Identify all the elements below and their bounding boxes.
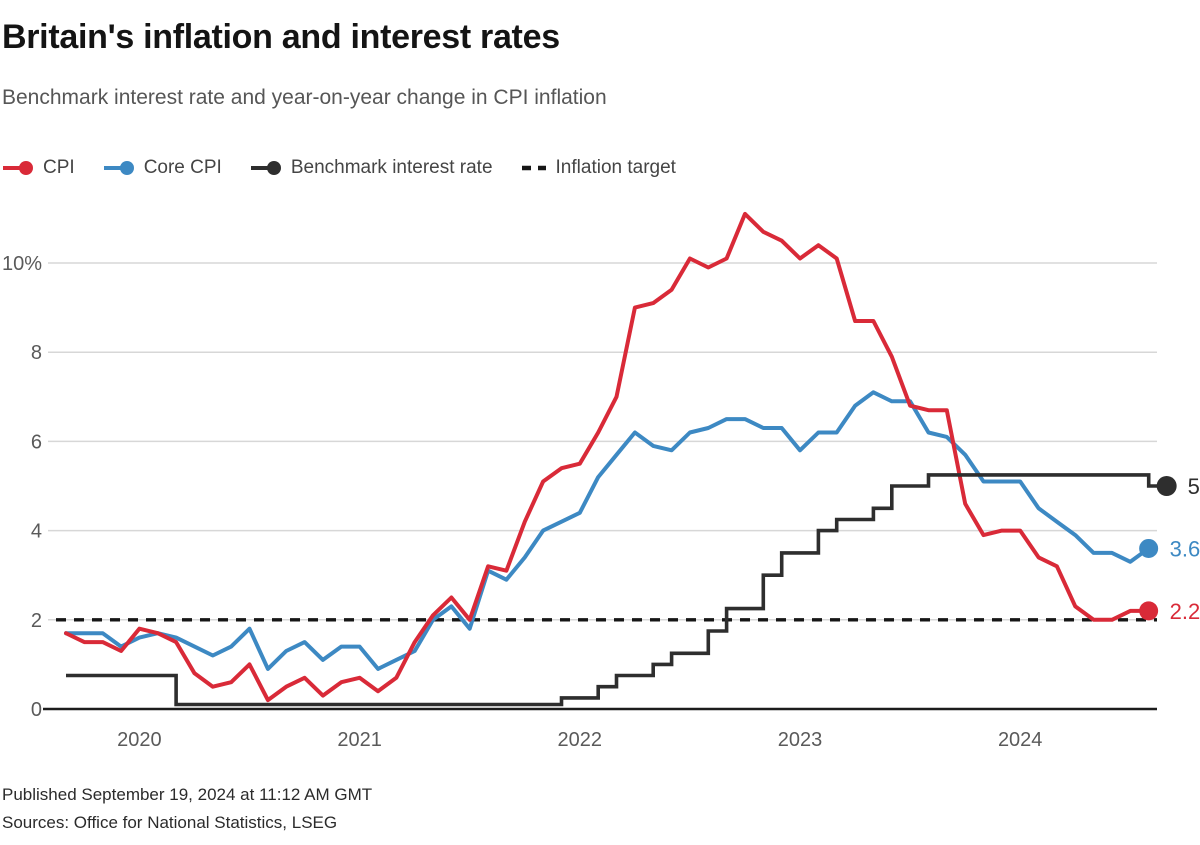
y-tick-label: 10% (2, 253, 42, 275)
sources-line: Sources: Office for National Statistics,… (2, 813, 338, 832)
legend-item-cpi: CPI (2, 157, 75, 179)
x-tick-label: 2021 (337, 729, 382, 751)
x-tick-label: 2022 (558, 729, 603, 751)
benchmark-rate-end-dot (1156, 476, 1177, 496)
legend: CPI Core CPI Benchmark interest rate Inf… (2, 157, 676, 179)
footer: Published September 19, 2024 at 11:12 AM… (2, 781, 372, 837)
x-tick-label: 2020 (117, 729, 162, 751)
legend-label-benchmark-rate: Benchmark interest rate (290, 157, 493, 178)
y-tick-label: 4 (31, 521, 42, 543)
x-tick-label: 2023 (778, 729, 823, 751)
y-tick-label: 0 (31, 699, 42, 721)
benchmark-rate-line-dot-icon (250, 161, 281, 175)
chart-subtitle: Benchmark interest rate and year-on-year… (2, 86, 607, 109)
benchmark-rate-line (66, 473, 1167, 707)
cpi-line-dot-icon (3, 161, 33, 175)
core-cpi-end-dot (1139, 538, 1159, 558)
x-tick-label: 2024 (998, 729, 1043, 751)
cpi-line (64, 211, 1151, 703)
y-tick-label: 2 (31, 610, 42, 632)
published-line: Published September 19, 2024 at 11:12 AM… (2, 785, 373, 804)
legend-label-core-cpi: Core CPI (143, 157, 222, 178)
core-cpi-line-dot-icon (103, 161, 134, 175)
core-cpi-end-label: 3.6 (1170, 536, 1200, 561)
benchmark-rate-end-label: 5 (1188, 474, 1200, 499)
core-cpi-line (64, 390, 1151, 671)
cpi-end-label: 2.2 (1170, 599, 1200, 624)
y-tick-label: 8 (31, 342, 42, 364)
inflation-target-dashes-icon (521, 165, 546, 171)
cpi-end-dot (1139, 601, 1159, 621)
y-tick-label: 6 (31, 431, 42, 453)
legend-label-cpi: CPI (43, 157, 75, 178)
legend-item-core-cpi: Core CPI (103, 157, 222, 179)
legend-label-inflation-target: Inflation target (555, 157, 676, 178)
legend-item-benchmark-rate: Benchmark interest rate (250, 157, 493, 179)
legend-item-inflation-target: Inflation target (521, 157, 676, 179)
chart-title: Britain's inflation and interest rates (2, 18, 560, 56)
